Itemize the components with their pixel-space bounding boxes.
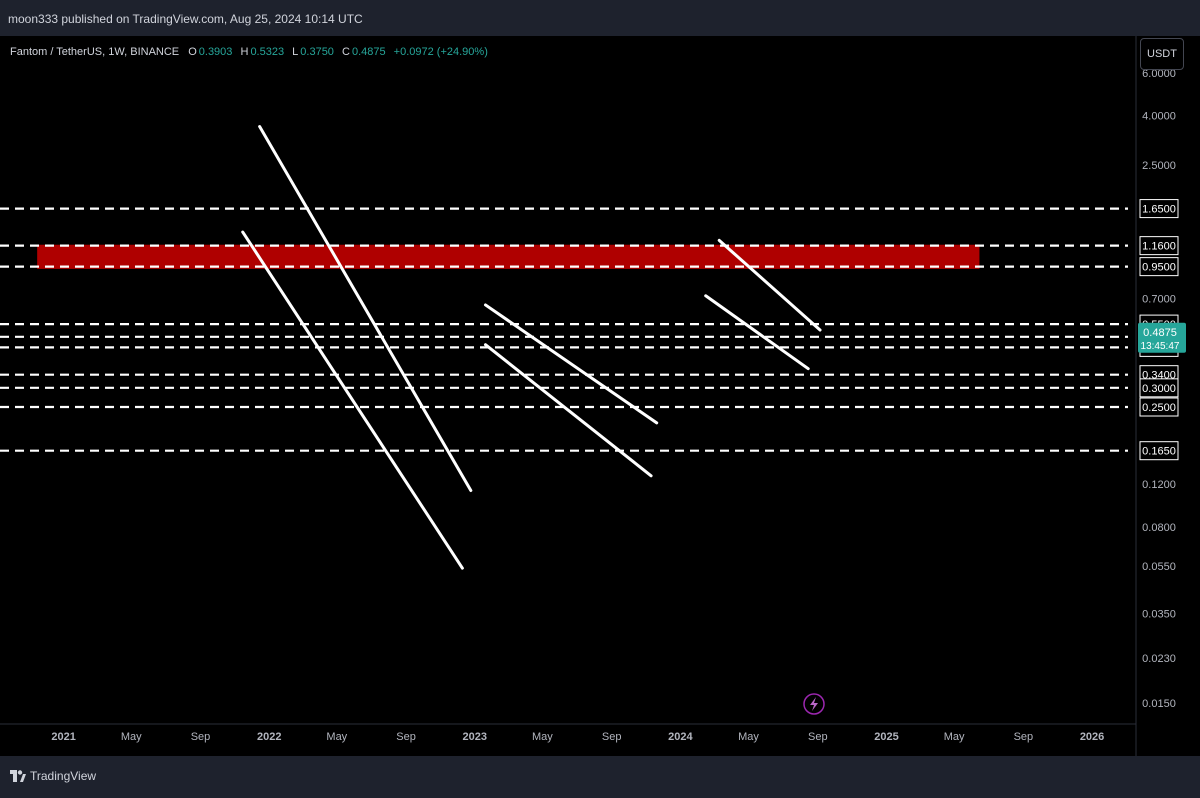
time-tick-label: 2024	[668, 731, 693, 743]
tradingview-logo[interactable]: TradingView	[10, 769, 96, 783]
current-price-label: 0.4875	[1143, 327, 1177, 339]
time-tick-label: 2021	[51, 731, 75, 743]
time-tick-label: Sep	[808, 731, 828, 743]
current-price-badge	[1138, 322, 1186, 353]
price-tick-label: 0.1200	[1142, 479, 1176, 491]
price-tick-label: 0.0800	[1142, 522, 1176, 534]
time-tick-label: May	[944, 731, 965, 743]
level-label: 1.1600	[1142, 241, 1176, 253]
trendline	[258, 125, 473, 493]
trendline	[704, 294, 810, 371]
tradingview-logo-icon	[10, 770, 26, 782]
time-tick-label: May	[121, 731, 142, 743]
legend-ohlc: Fantom / TetherUS, 1W, BINANCE O 0.3903 H…	[10, 46, 490, 58]
trendline	[483, 303, 659, 425]
price-chart[interactable]: 1.65001.16000.95000.55000.44080.34000.30…	[0, 36, 1200, 756]
time-tick-label: May	[738, 731, 759, 743]
time-tick-label: 2022	[257, 731, 281, 743]
price-tick-label: 4.0000	[1142, 110, 1176, 122]
time-tick-label: 2025	[874, 731, 898, 743]
time-tick-label: 2026	[1080, 731, 1104, 743]
open-label: O	[188, 46, 197, 58]
trendlines-layer	[241, 125, 822, 570]
time-tick-label: 2023	[463, 731, 487, 743]
level-label: 0.9500	[1142, 262, 1176, 274]
price-tick-label: 0.0230	[1142, 653, 1176, 665]
price-tick-label: 0.0550	[1142, 561, 1176, 573]
level-label-box	[1139, 257, 1179, 277]
level-label-box	[1139, 199, 1179, 219]
price-tick-label: 2.5000	[1142, 160, 1176, 172]
time-tick-label: Sep	[191, 731, 211, 743]
time-tick-label: May	[532, 731, 553, 743]
high-value: 0.5323	[250, 46, 285, 58]
chart-area[interactable]: 1.65001.16000.95000.55000.44080.34000.30…	[0, 36, 1200, 756]
time-tick-label: Sep	[396, 731, 416, 743]
price-tick-label: 6.0000	[1142, 68, 1176, 80]
trendline	[241, 230, 464, 570]
resistance-zone	[37, 244, 980, 269]
level-label: 0.2500	[1142, 402, 1176, 414]
close-label: C	[342, 46, 350, 58]
close-value: 0.4875	[351, 46, 386, 58]
level-label-box	[1139, 236, 1179, 256]
horizontal-levels-layer	[0, 207, 1128, 452]
event-icon[interactable]	[803, 693, 825, 715]
level-label-box	[1139, 378, 1179, 398]
low-label: L	[292, 46, 299, 58]
level-label-box	[1139, 397, 1179, 417]
time-axis-labels: 2021 May Sep 2022 May Sep 2023 May Sep 2024 May Sep…	[51, 731, 1104, 743]
trendline	[483, 343, 653, 478]
trendline	[717, 238, 822, 332]
currency-button[interactable]: USDT	[1140, 38, 1184, 70]
countdown-label: 13:45:47	[1141, 341, 1180, 352]
tradingview-brand-text: TradingView	[30, 769, 97, 783]
level-label-box	[1139, 441, 1179, 461]
time-tick-label: Sep	[1014, 731, 1034, 743]
low-value: 0.3750	[300, 46, 334, 58]
time-tick-label: May	[326, 731, 347, 743]
change-value: +0.0972 (+24.90%)	[393, 46, 488, 58]
level-label: 0.1650	[1142, 446, 1176, 458]
symbol-title[interactable]: Fantom / TetherUS, 1W, BINANCE	[10, 46, 180, 58]
price-tick-label: 0.0350	[1142, 609, 1176, 621]
chart-background	[0, 36, 1200, 756]
price-tick-label: 0.7000	[1142, 294, 1176, 306]
publisher-bar: moon333 published on TradingView.com, Au…	[0, 0, 1200, 36]
level-label: 1.6500	[1142, 204, 1176, 216]
lightning-icon	[810, 697, 818, 711]
price-tick-label: 0.0150	[1142, 698, 1176, 710]
open-value: 0.3903	[198, 46, 233, 58]
price-axis-labels: 1.65001.16000.95000.55000.44080.34000.30…	[1138, 68, 1186, 710]
resistance-zone-layer	[37, 244, 980, 269]
time-tick-label: Sep	[602, 731, 622, 743]
footer-bar: TradingView	[0, 756, 1200, 798]
level-label: 0.3000	[1142, 383, 1176, 395]
high-label: H	[240, 46, 249, 58]
publisher-text: moon333 published on TradingView.com, Au…	[8, 12, 363, 26]
